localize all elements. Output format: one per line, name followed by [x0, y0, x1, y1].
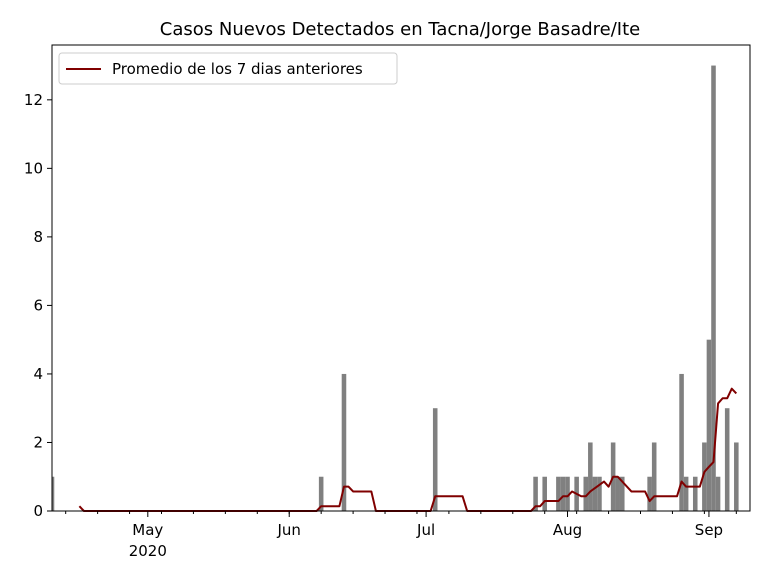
bar [556, 476, 561, 511]
bar [565, 476, 570, 511]
y-tick-label: 6 [33, 296, 43, 314]
y-axis: 0 2 4 6 8 10 12 [24, 91, 52, 520]
bar [711, 65, 716, 511]
x-axis: May 2020 Jun Jul Aug Sep [65, 511, 737, 560]
y-tick-label: 10 [24, 159, 43, 177]
bar [692, 476, 698, 511]
y-tick-label: 8 [33, 228, 43, 246]
bar [615, 476, 620, 511]
bar [583, 476, 589, 511]
y-tick-label: 2 [33, 433, 43, 451]
bar [597, 476, 602, 511]
legend-box [58, 52, 398, 85]
bar [724, 408, 730, 511]
y-tick-label: 4 [33, 365, 43, 383]
x-tick-sublabel: 2020 [129, 542, 167, 560]
bar [588, 442, 593, 511]
bar [318, 476, 324, 511]
bar [533, 476, 538, 511]
bar [679, 373, 684, 511]
bar [683, 476, 689, 511]
bar [706, 339, 712, 511]
bar [702, 442, 707, 511]
x-tick-label: Jun [277, 521, 301, 539]
bar [52, 476, 55, 511]
bar [592, 476, 598, 511]
bar [542, 476, 547, 511]
legend: Promedio de los 7 dias anteriores [58, 52, 398, 85]
bar [715, 476, 721, 511]
bar [647, 476, 652, 511]
bar [619, 476, 625, 511]
bar [341, 373, 347, 511]
line-series-layer [78, 387, 738, 512]
bar [734, 442, 739, 511]
bar-series [52, 65, 739, 511]
y-tick-label: 12 [24, 91, 43, 109]
plot-frame [51, 44, 751, 512]
chart-title: Casos Nuevos Detectados en Tacna/Jorge B… [160, 19, 640, 40]
bar [432, 408, 438, 511]
bar [560, 476, 566, 511]
y-tick-label: 0 [33, 502, 43, 520]
bar [651, 442, 657, 511]
x-tick-label: Jul [416, 521, 435, 539]
legend-label: Promedio de los 7 dias anteriores [112, 60, 363, 78]
x-tick-label: May [132, 521, 163, 539]
x-tick-label: Aug [553, 521, 582, 539]
average-line [78, 387, 738, 512]
x-tick-label: Sep [695, 521, 723, 539]
